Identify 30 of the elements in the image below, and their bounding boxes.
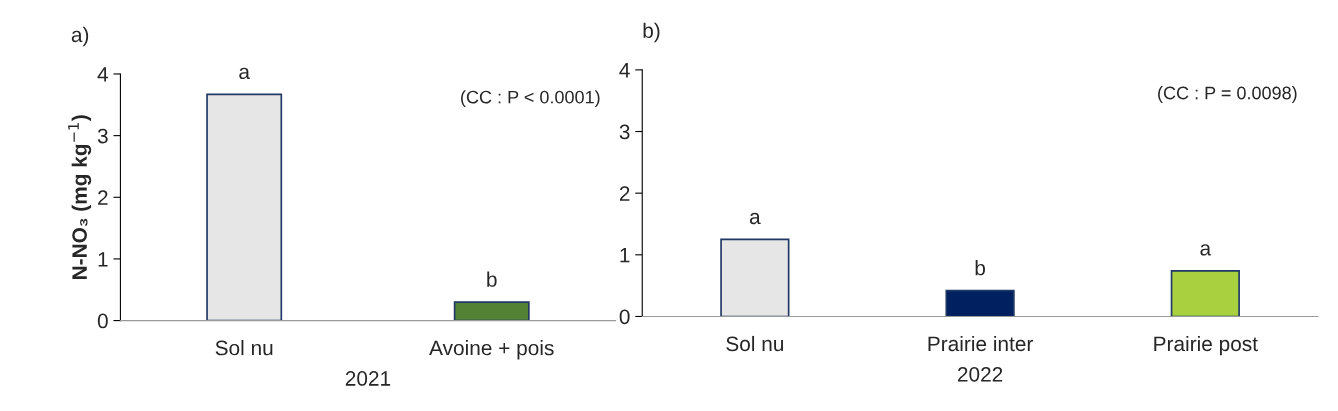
y-tick-label: 4: [97, 67, 109, 82]
y-tick-label: 1: [98, 252, 108, 267]
y-tick-label: 0: [97, 313, 108, 329]
annotation: b: [487, 271, 497, 287]
x-axis-title: 2021: [345, 371, 391, 386]
y-axis-title: N-NO₃ (mg kg$^{−1}$): [68, 115, 92, 280]
bar: [945, 289, 1015, 317]
x-tick-label: Prairie inter: [928, 335, 1033, 352]
annotation: (CC : P < 0.0001): [461, 90, 600, 108]
y-tick-label: 2: [98, 190, 108, 205]
chart-title: a): [71, 26, 89, 47]
y-tick-label: 1: [620, 248, 630, 263]
y-tick-label: 4: [619, 63, 630, 78]
annotation: a: [749, 212, 761, 225]
chart-title: b): [643, 22, 660, 43]
y-tick-label: 3: [97, 128, 108, 144]
y-tick-label: 2: [619, 186, 630, 201]
x-tick-label: Sol nu: [215, 340, 273, 356]
y-tick-label: 3: [619, 124, 630, 140]
annotation: (CC : P = 0.0098): [1158, 86, 1297, 103]
y-tick-label: 0: [619, 309, 630, 325]
bar: [1170, 270, 1240, 317]
annotation: a: [1200, 244, 1212, 256]
x-axis-title: 2022: [957, 367, 1003, 382]
annotation: a: [239, 67, 250, 80]
bar: [720, 238, 790, 317]
annotation: b: [975, 260, 986, 276]
x-tick-label: Prairie post: [1154, 335, 1258, 356]
x-tick-label: Avoine + pois: [429, 340, 554, 360]
x-tick-label: Sol nu: [726, 335, 784, 352]
